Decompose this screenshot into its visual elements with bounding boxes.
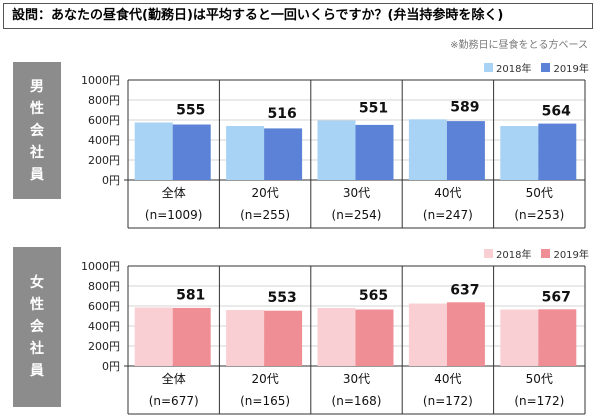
bar-2019年 — [538, 123, 577, 180]
bar-2019年 — [172, 124, 211, 180]
data-label: 555 — [176, 103, 205, 119]
legend-label: 2019年 — [553, 64, 589, 75]
y-tick-label: 200円 — [88, 154, 120, 167]
panel-label-char: 員 — [30, 363, 44, 379]
legend-swatch — [541, 249, 551, 258]
y-tick-label: 200円 — [88, 340, 120, 353]
legend-item-2018: 2018年 — [484, 60, 531, 75]
sample-size-label: (n=172) — [514, 394, 564, 408]
category-label: 全体 — [162, 371, 186, 386]
bar-2019年 — [355, 124, 394, 180]
bar-2019年 — [446, 302, 485, 366]
data-label: 581 — [176, 288, 205, 304]
bar-2018年 — [500, 309, 539, 366]
category-label: 30代 — [343, 372, 370, 386]
bar-2018年 — [408, 303, 447, 366]
panel-label-char: 会 — [30, 122, 44, 139]
panel-label-char: 性 — [30, 297, 44, 313]
category-label: 20代 — [251, 372, 278, 386]
bar-2019年 — [172, 307, 211, 366]
bar-2018年 — [226, 126, 265, 180]
panel-label-male: 男 性 会 社 員 — [13, 62, 61, 199]
panel-label-char: 社 — [30, 144, 44, 161]
y-tick-label: 800円 — [88, 280, 120, 293]
y-tick-label: 800円 — [88, 94, 120, 107]
legend-female: 2018年 2019年 — [478, 246, 589, 261]
panel-label-char: 性 — [30, 100, 44, 117]
chart-male: 1000円 800円 600円 400円 200円 0円 555 全体 (n=1009) 516 2… — [81, 74, 586, 229]
legend-item-2019: 2019年 — [541, 60, 589, 75]
sample-size-label: (n=172) — [423, 394, 473, 408]
data-label: 553 — [267, 290, 296, 306]
bar-2018年 — [134, 122, 173, 180]
legend-label: 2018年 — [496, 250, 532, 261]
legend-item-2019: 2019年 — [541, 246, 589, 261]
data-label: 516 — [267, 106, 296, 122]
legend-item-2018: 2018年 — [484, 246, 531, 261]
y-tick-label: 1000円 — [81, 74, 120, 87]
legend-swatch — [484, 63, 493, 72]
data-label: 637 — [450, 282, 479, 298]
y-tick-label: 600円 — [88, 300, 120, 313]
sample-size-label: (n=1009) — [145, 208, 203, 222]
category-label: 20代 — [251, 186, 278, 200]
legend-male: 2018年 2019年 — [478, 60, 589, 75]
category-label: 50代 — [526, 186, 553, 200]
data-label: 567 — [542, 289, 571, 305]
bar-2018年 — [317, 120, 356, 180]
data-label: 565 — [359, 288, 388, 304]
bar-2018年 — [317, 308, 356, 366]
legend-swatch — [484, 249, 493, 258]
bar-2019年 — [264, 310, 303, 366]
bar-2018年 — [134, 307, 173, 366]
legend-swatch — [541, 63, 551, 72]
panel-label-char: 員 — [30, 166, 44, 183]
y-tick-label: 400円 — [88, 320, 120, 333]
category-label: 30代 — [343, 186, 370, 200]
category-label: 全体 — [162, 185, 186, 200]
panel-label-char: 男 — [30, 78, 44, 95]
sample-size-label: (n=168) — [332, 394, 382, 408]
data-label: 564 — [542, 104, 571, 120]
sample-size-label: (n=165) — [240, 394, 290, 408]
bar-2019年 — [355, 309, 394, 366]
bar-2019年 — [538, 309, 577, 366]
bar-2018年 — [408, 119, 447, 180]
bar-2019年 — [446, 121, 485, 180]
base-note: ※勤務日に昼食をとる方ベース — [450, 40, 588, 51]
y-tick-label: 1000円 — [81, 260, 120, 273]
y-tick-label: 600円 — [88, 114, 120, 127]
bar-2018年 — [500, 126, 539, 180]
sample-size-label: (n=247) — [423, 208, 473, 222]
y-tick-label: 0円 — [102, 174, 120, 187]
bar-2018年 — [226, 310, 265, 366]
category-label: 40代 — [434, 186, 461, 200]
category-label: 50代 — [526, 372, 553, 386]
legend-label: 2019年 — [553, 250, 589, 261]
legend-label: 2018年 — [496, 64, 532, 75]
panel-label-female: 女 性 会 社 員 — [13, 247, 61, 407]
bar-2019年 — [264, 128, 303, 180]
sample-size-label: (n=253) — [514, 208, 564, 222]
panel-label-char: 女 — [30, 275, 44, 291]
chart-female: 1000円 800円 600円 400円 200円 0円 581 全体 (n=677) 553 20… — [81, 260, 586, 415]
sample-size-label: (n=677) — [149, 394, 199, 408]
sample-size-label: (n=255) — [240, 208, 290, 222]
panel-label-char: 社 — [30, 341, 44, 357]
data-label: 589 — [450, 99, 479, 115]
y-tick-label: 0円 — [102, 360, 120, 373]
y-tick-label: 400円 — [88, 134, 120, 147]
data-label: 551 — [359, 101, 388, 117]
panel-label-char: 会 — [30, 319, 44, 335]
sample-size-label: (n=254) — [332, 208, 382, 222]
category-label: 40代 — [434, 372, 461, 386]
question-text: 設問：あなたの昼食代(勤務日)は平均すると一回いくらですか？(弁当持参時を除く) — [3, 3, 593, 29]
